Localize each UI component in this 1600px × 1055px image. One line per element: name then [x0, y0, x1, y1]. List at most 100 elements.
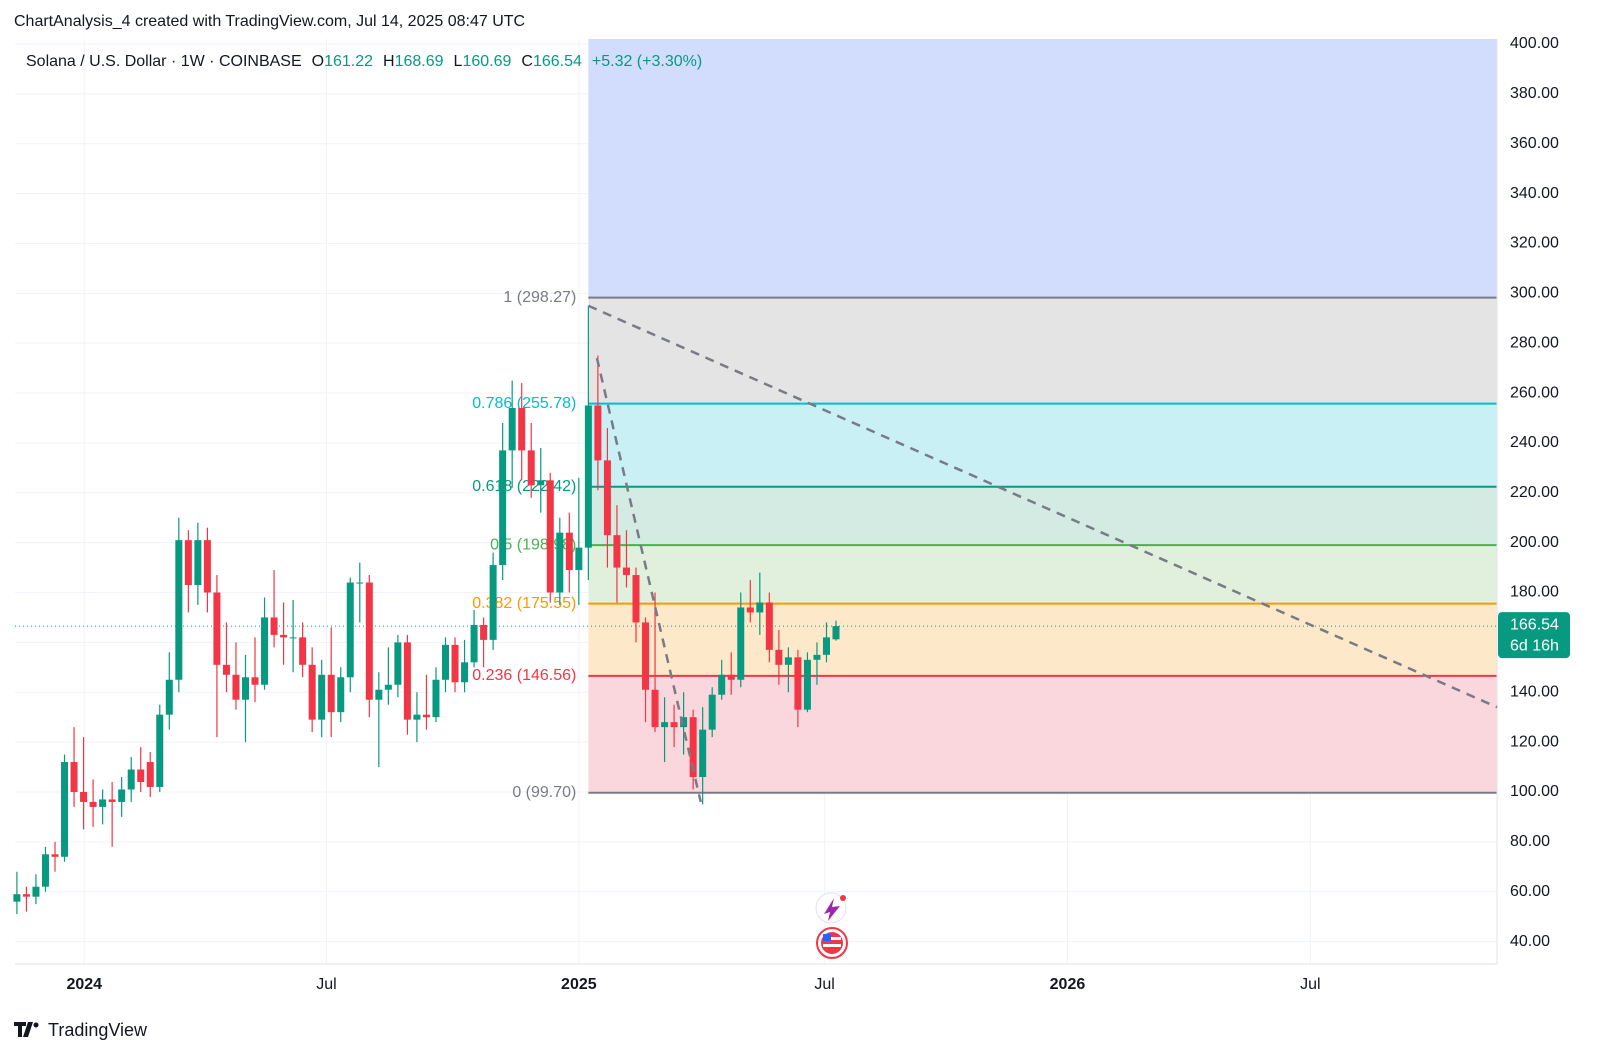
- ohlc-label: O: [312, 53, 324, 70]
- y-tick-label: 340.00: [1510, 185, 1559, 202]
- x-tick-label: Jul: [1300, 976, 1320, 993]
- ohlc-value: 160.69: [462, 53, 511, 70]
- header: ChartAnalysis_4 created with TradingView…: [14, 13, 525, 30]
- candle-body: [346, 582, 354, 678]
- candle-body: [222, 664, 230, 675]
- fib-zone: [588, 545, 1497, 604]
- candle-body: [394, 642, 402, 685]
- candle-body: [270, 617, 278, 635]
- candle-body: [765, 602, 773, 650]
- ideas-icon: [824, 898, 840, 921]
- fib-zone: [588, 486, 1497, 546]
- candle-body: [61, 762, 69, 857]
- x-tick-label: Jul: [316, 976, 336, 993]
- candle-body: [89, 801, 97, 807]
- y-tick-label: 300.00: [1510, 285, 1559, 302]
- candle-body: [80, 791, 88, 802]
- icon-dot: [840, 895, 846, 901]
- candle-body: [422, 714, 430, 718]
- candle-body: [432, 679, 440, 718]
- y-tick-label: 120.00: [1510, 733, 1559, 750]
- ohlc-value: 168.69: [395, 53, 444, 70]
- candle-body: [575, 547, 583, 571]
- y-tick-label: 280.00: [1510, 334, 1559, 351]
- candle-body: [261, 617, 269, 685]
- candle-body: [241, 677, 249, 700]
- event-icons: [815, 892, 848, 959]
- candle-body: [537, 480, 545, 486]
- candle-body: [118, 789, 126, 802]
- ohlc-label: H: [383, 53, 395, 70]
- y-tick-label: 220.00: [1510, 484, 1559, 501]
- trend-line: [587, 304, 1498, 709]
- candle-body: [822, 637, 830, 655]
- candle-body: [165, 679, 173, 715]
- x-tick-label: 2025: [561, 976, 597, 993]
- candle-body: [384, 684, 392, 690]
- candle-body: [251, 677, 259, 685]
- candle-body: [146, 762, 154, 787]
- candle-body: [318, 674, 326, 720]
- candle-body: [175, 540, 183, 680]
- change: +5.32 (+3.30%): [592, 53, 702, 70]
- candle-body: [442, 644, 450, 680]
- fib-label: 0.5 (198.98): [490, 536, 576, 553]
- y-tick-label: 380.00: [1510, 85, 1559, 102]
- candle-body: [413, 714, 421, 720]
- candle-body: [41, 854, 49, 887]
- x-tick-label: 2026: [1050, 976, 1086, 993]
- candle-body: [232, 674, 240, 700]
- fib-label: 0.236 (146.56): [472, 667, 576, 684]
- legend-line: Solana / U.S. Dollar · 1W · COINBASE O161…: [26, 53, 702, 70]
- candle-body: [137, 769, 145, 782]
- candle-body: [584, 405, 592, 548]
- candle-body: [727, 674, 735, 680]
- candle-body: [680, 717, 688, 728]
- fib-label: 0 (99.70): [512, 784, 576, 801]
- fib-zone: [588, 675, 1497, 793]
- candle-body: [32, 886, 40, 897]
- candle-body: [184, 540, 192, 586]
- candle-body: [699, 729, 707, 778]
- y-tick-label: 240.00: [1510, 434, 1559, 451]
- candle-body: [365, 582, 373, 700]
- candle-body: [289, 637, 297, 639]
- candle-body: [356, 582, 364, 584]
- candle-body: [461, 662, 469, 683]
- fib-label: 0.618 (222.42): [472, 478, 576, 495]
- candle-body: [594, 405, 602, 461]
- candle-body: [718, 674, 726, 695]
- x-tick-label: 2024: [66, 976, 102, 993]
- ohlc-value: 166.54: [533, 53, 582, 70]
- fib-label: 1 (298.27): [503, 289, 576, 306]
- brand: TradingView: [48, 1020, 148, 1040]
- y-tick-label: 60.00: [1510, 883, 1550, 900]
- candle-body: [651, 689, 659, 728]
- candle-body: [13, 894, 21, 902]
- candle-body: [299, 637, 307, 665]
- y-tick-label: 40.00: [1510, 933, 1550, 950]
- candle-body: [156, 714, 164, 787]
- y-tick-label: 400.00: [1510, 35, 1559, 52]
- candle-body: [546, 480, 554, 593]
- ohlc-value: 161.22: [324, 53, 373, 70]
- candle-body: [622, 567, 630, 576]
- candle-body: [756, 602, 764, 613]
- candle-body: [661, 722, 669, 728]
- fib-zone: [588, 297, 1497, 404]
- fib-zone: [588, 403, 1497, 487]
- candle-body: [670, 722, 678, 728]
- candle-body: [127, 769, 135, 790]
- candle-body: [832, 626, 840, 640]
- candle-body: [613, 535, 621, 568]
- candle-body: [480, 624, 488, 640]
- plot-area: 40.0060.0080.00100.00120.00140.00160.001…: [13, 35, 1570, 993]
- fib-label: 0.786 (255.78): [472, 395, 576, 412]
- fib-zone: [588, 39, 1497, 298]
- candle-body: [470, 624, 478, 663]
- candle-body: [603, 460, 611, 536]
- candle-body: [632, 575, 640, 623]
- y-tick-label: 180.00: [1510, 584, 1559, 601]
- candle-body: [337, 677, 345, 713]
